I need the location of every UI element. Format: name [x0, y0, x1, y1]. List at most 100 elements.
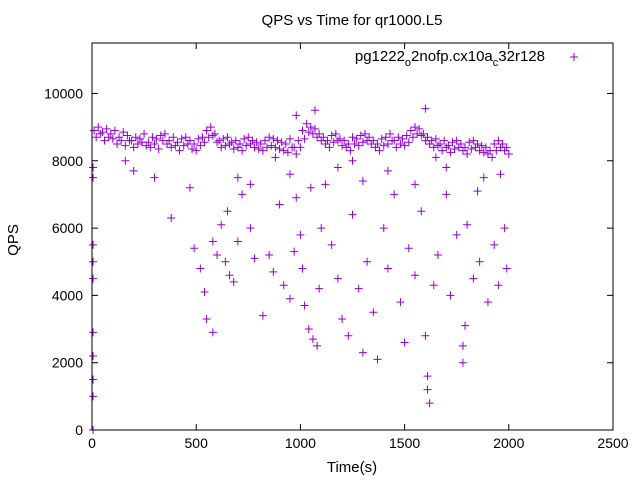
data-point	[352, 134, 361, 143]
data-point	[488, 153, 497, 162]
data-point	[421, 136, 430, 145]
data-point	[304, 325, 313, 334]
data-point	[179, 141, 188, 150]
y-tick-label: 6000	[52, 220, 83, 236]
data-point	[448, 138, 457, 147]
data-point	[310, 106, 319, 115]
data-point	[250, 254, 259, 263]
data-point	[394, 133, 403, 142]
data-point	[298, 126, 307, 135]
data-point	[129, 143, 138, 152]
data-point	[436, 139, 445, 148]
data-point	[173, 138, 182, 147]
data-point	[238, 190, 247, 199]
data-point	[477, 141, 486, 150]
data-point	[89, 328, 98, 337]
data-point	[381, 133, 390, 142]
data-point	[413, 129, 422, 138]
data-point	[140, 129, 149, 138]
data-point	[94, 123, 103, 132]
data-point	[192, 146, 201, 155]
data-point	[363, 257, 372, 266]
data-point	[383, 166, 392, 175]
data-point	[248, 136, 257, 145]
data-point	[138, 138, 147, 147]
data-point	[242, 141, 251, 150]
data-point	[263, 143, 272, 152]
data-point	[454, 143, 463, 152]
data-point	[358, 138, 367, 147]
data-point	[452, 136, 461, 145]
data-point	[490, 240, 499, 249]
data-point	[123, 131, 132, 140]
data-point	[383, 264, 392, 273]
data-point	[252, 138, 261, 147]
data-point	[146, 143, 155, 152]
data-point	[446, 291, 455, 300]
data-point	[411, 123, 420, 132]
data-point	[175, 146, 184, 155]
data-point	[265, 251, 274, 260]
data-point	[354, 284, 363, 293]
data-point	[404, 244, 413, 253]
data-point	[375, 146, 384, 155]
data-point	[296, 143, 305, 152]
data-point	[246, 180, 255, 189]
data-point	[306, 183, 315, 192]
data-point	[433, 141, 442, 150]
data-point	[292, 193, 301, 202]
x-tick-label: 0	[88, 435, 96, 451]
data-point	[431, 153, 440, 162]
data-point	[373, 355, 382, 364]
data-point	[308, 335, 317, 344]
data-point	[458, 146, 467, 155]
data-point	[163, 139, 172, 148]
data-point	[475, 146, 484, 155]
data-point	[356, 131, 365, 140]
data-point	[496, 170, 505, 179]
data-point	[440, 136, 449, 145]
data-point	[346, 146, 355, 155]
data-point	[183, 139, 192, 148]
data-point	[281, 139, 290, 148]
data-point	[388, 136, 397, 145]
data-point	[348, 156, 357, 165]
data-point	[342, 143, 351, 152]
data-point	[490, 139, 499, 148]
data-point	[244, 133, 253, 142]
data-point	[335, 134, 344, 143]
data-point	[133, 139, 142, 148]
data-point	[89, 173, 98, 182]
data-point	[206, 123, 215, 132]
data-point	[185, 183, 194, 192]
y-tick-label: 0	[75, 422, 83, 438]
data-point	[300, 134, 309, 143]
data-point	[190, 244, 199, 253]
data-point	[496, 143, 505, 152]
data-point	[325, 143, 334, 152]
x-tick-label: 1000	[285, 435, 316, 451]
data-point	[475, 257, 484, 266]
data-point	[221, 257, 230, 266]
data-point	[104, 133, 113, 142]
data-point	[425, 139, 434, 148]
data-point	[458, 358, 467, 367]
data-point	[277, 138, 286, 147]
data-point	[115, 133, 124, 142]
data-point	[479, 148, 488, 157]
data-point	[354, 141, 363, 150]
data-point	[383, 139, 392, 148]
data-point	[265, 133, 274, 142]
data-point	[498, 139, 507, 148]
data-point	[177, 134, 186, 143]
data-points	[89, 104, 513, 434]
data-point	[458, 341, 467, 350]
data-point	[89, 274, 98, 283]
data-point	[125, 136, 134, 145]
data-point	[400, 338, 409, 347]
y-tick-label: 10000	[44, 85, 83, 101]
data-point	[442, 163, 451, 172]
data-point	[348, 133, 357, 142]
data-point	[106, 129, 115, 138]
